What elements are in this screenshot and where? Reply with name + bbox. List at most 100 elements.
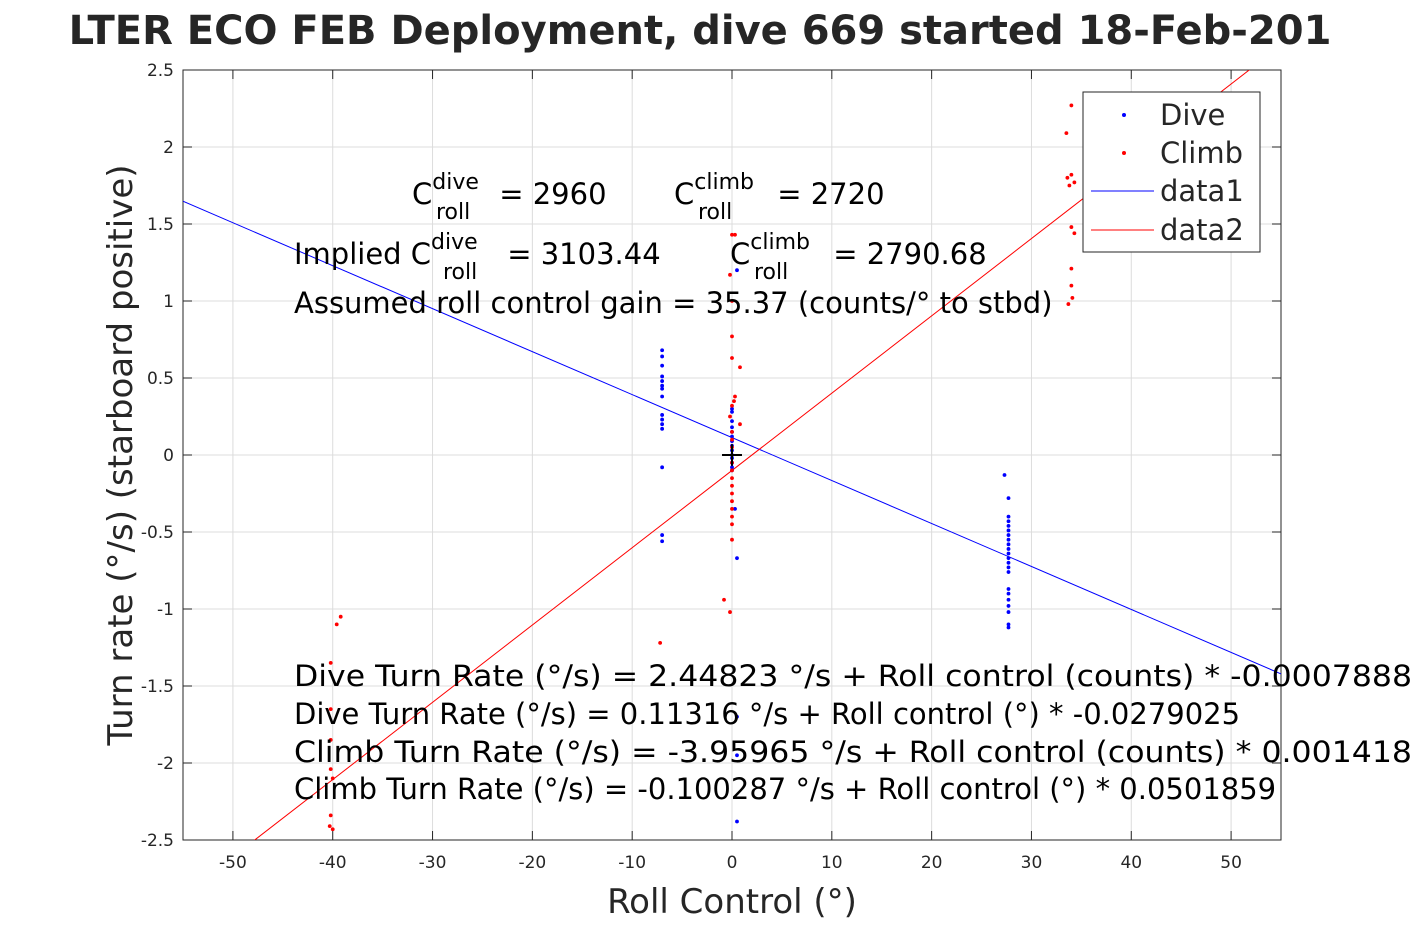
y-tick-label: 0.5 xyxy=(147,369,174,389)
y-tick-label: 0 xyxy=(163,446,174,466)
y-tick-label: -2 xyxy=(157,754,174,774)
data-point-dive xyxy=(1006,528,1011,533)
x-axis-ticks: -50 -40 -30 -20 -10 0 10 20 30 40 50 xyxy=(219,70,1242,873)
y-tick-label: -1.5 xyxy=(141,677,174,697)
equation-4: Climb Turn Rate (°/s) = -0.100287 °/s + … xyxy=(294,772,1276,806)
x-tick-label: -40 xyxy=(319,853,347,873)
data-point-dive xyxy=(660,394,665,399)
gain-annotation: Assumed roll control gain = 35.37 (count… xyxy=(294,286,1053,320)
data-point-climb xyxy=(1066,302,1071,306)
implied-climb-annotation: Cclimb roll = 2790.68 xyxy=(730,230,987,285)
data-point-dive xyxy=(660,417,665,422)
data-point-climb xyxy=(1072,231,1077,236)
data-point-dive xyxy=(1006,570,1011,574)
data-point-dive xyxy=(1006,622,1011,627)
y-tick-label: 1.5 xyxy=(147,215,174,235)
data-point-dive xyxy=(735,268,739,273)
x-tick-label: -50 xyxy=(219,853,247,873)
data-point-dive xyxy=(735,714,739,719)
data-point-climb xyxy=(728,610,732,614)
data-point-climb xyxy=(328,813,333,818)
data-point-dive xyxy=(1006,625,1011,630)
data-point-climb xyxy=(658,640,663,645)
implied-dive-annotation: Implied Cdive roll = 3103.44 xyxy=(294,230,661,285)
data-point-dive xyxy=(730,406,734,411)
data-point-climb xyxy=(738,422,742,427)
data-point-dive xyxy=(660,422,665,427)
y-tick-label: -0.5 xyxy=(141,523,174,543)
data-point-dive xyxy=(660,465,665,470)
y-axis-label: Turn rate (°/s) (starboard positive) xyxy=(101,164,141,746)
data-point-dive xyxy=(1006,587,1011,591)
x-tick-label: 30 xyxy=(1021,853,1043,873)
legend-entry-dive: Dive xyxy=(1160,98,1225,132)
data-point-climb xyxy=(730,430,734,434)
equation-1: Dive Turn Rate (°/s) = 2.44823 °/s + Rol… xyxy=(294,659,1412,693)
data-point-dive xyxy=(1006,597,1011,602)
data-point-dive xyxy=(1006,523,1011,528)
data-point-climb xyxy=(1069,172,1074,177)
data-point-dive xyxy=(735,819,739,824)
data-point-climb xyxy=(730,537,734,542)
x-tick-label: 0 xyxy=(727,853,738,873)
data-point-climb xyxy=(733,394,737,399)
data-point-climb xyxy=(730,356,734,360)
data-point-climb xyxy=(730,437,734,442)
data-point-dive xyxy=(730,419,734,424)
data-point-dive xyxy=(730,425,734,430)
data-point-climb xyxy=(1069,283,1074,288)
x-tick-label: -10 xyxy=(618,853,646,873)
equation-2: Dive Turn Rate (°/s) = 0.11316 °/s + Rol… xyxy=(294,697,1240,731)
data-point-climb xyxy=(327,824,332,829)
data-point-climb xyxy=(1072,180,1077,185)
x-tick-label: 10 xyxy=(821,853,843,873)
data-point-climb xyxy=(728,272,732,277)
data-point-climb xyxy=(730,483,734,488)
data-point-dive xyxy=(1006,542,1011,547)
data-point-dive xyxy=(660,354,665,359)
y-axis-ticks: -2.5 -2 -1.5 -1 -0.5 0 0.5 1 1.5 2 2.5 xyxy=(141,61,1281,851)
data-point-climb xyxy=(1069,266,1074,271)
data-point-dive xyxy=(1006,547,1011,551)
data-point-dive xyxy=(1006,556,1011,561)
data-point-dive xyxy=(735,556,739,561)
data-point-climb xyxy=(730,468,734,473)
data-point-dive xyxy=(660,539,665,544)
data-point-climb xyxy=(730,299,734,303)
data-point-climb xyxy=(1067,183,1072,188)
data-point-climb xyxy=(338,614,343,619)
y-tick-label: 2 xyxy=(163,138,174,158)
legend: Dive Climb data1 data2 xyxy=(1082,91,1261,253)
data-point-climb xyxy=(328,738,333,742)
data-point-climb xyxy=(730,232,734,237)
data-point-dive xyxy=(1006,514,1011,519)
chart-title: LTER ECO FEB Deployment, dive 669 starte… xyxy=(69,8,1332,54)
data-point-dive xyxy=(1006,533,1011,537)
data-point-dive xyxy=(660,383,665,388)
origin-marker xyxy=(722,444,742,466)
data-point-climb xyxy=(728,414,732,419)
data-point-climb xyxy=(1070,296,1075,300)
data-point-climb xyxy=(733,232,737,237)
data-point-climb xyxy=(730,334,734,339)
data-point-dive xyxy=(1006,610,1011,614)
data-point-climb xyxy=(1065,175,1070,180)
data-point-dive xyxy=(1006,551,1011,556)
data-point-dive xyxy=(660,413,665,417)
y-tick-label: 2.5 xyxy=(147,61,174,81)
legend-marker-climb xyxy=(1122,151,1126,155)
data-point-climb xyxy=(730,507,734,511)
data-point-dive xyxy=(733,507,737,511)
y-tick-label: -2.5 xyxy=(141,831,174,851)
data-point-climb xyxy=(328,767,333,772)
data-point-dive xyxy=(660,363,665,368)
data-point-climb xyxy=(1069,225,1074,229)
data-point-dive xyxy=(660,426,665,431)
data-point-climb xyxy=(730,403,734,408)
x-tick-label: 20 xyxy=(921,853,943,873)
legend-marker-dive xyxy=(1122,113,1126,117)
data-point-dive xyxy=(1006,537,1011,542)
data-point-climb xyxy=(330,776,335,781)
data-point-dive xyxy=(1002,473,1007,477)
